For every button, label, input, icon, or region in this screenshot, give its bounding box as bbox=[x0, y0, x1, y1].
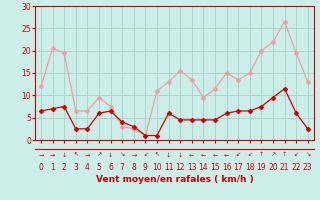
Text: ↑: ↑ bbox=[259, 153, 264, 158]
Text: ↗: ↗ bbox=[270, 153, 276, 158]
Text: 12: 12 bbox=[175, 162, 185, 172]
Text: 19: 19 bbox=[257, 162, 266, 172]
Text: →: → bbox=[85, 153, 90, 158]
Text: 18: 18 bbox=[245, 162, 254, 172]
Text: 22: 22 bbox=[292, 162, 301, 172]
Text: →: → bbox=[38, 153, 44, 158]
Text: 6: 6 bbox=[108, 162, 113, 172]
Text: ↑: ↑ bbox=[282, 153, 287, 158]
Text: 20: 20 bbox=[268, 162, 278, 172]
Text: 14: 14 bbox=[199, 162, 208, 172]
Text: →: → bbox=[131, 153, 136, 158]
Text: ↙: ↙ bbox=[247, 153, 252, 158]
Text: 10: 10 bbox=[152, 162, 162, 172]
Text: 1: 1 bbox=[50, 162, 55, 172]
Text: ←: ← bbox=[201, 153, 206, 158]
Text: 16: 16 bbox=[222, 162, 231, 172]
Text: ↗: ↗ bbox=[96, 153, 102, 158]
Text: ←: ← bbox=[189, 153, 195, 158]
Text: 5: 5 bbox=[97, 162, 101, 172]
Text: ↙: ↙ bbox=[293, 153, 299, 158]
Text: ↓: ↓ bbox=[108, 153, 113, 158]
Text: ↙: ↙ bbox=[143, 153, 148, 158]
Text: 23: 23 bbox=[303, 162, 313, 172]
Text: Vent moyen/en rafales ( km/h ): Vent moyen/en rafales ( km/h ) bbox=[96, 174, 253, 184]
Text: ←: ← bbox=[224, 153, 229, 158]
Text: ↖: ↖ bbox=[154, 153, 160, 158]
Text: 2: 2 bbox=[62, 162, 67, 172]
Text: ↓: ↓ bbox=[61, 153, 67, 158]
Text: 21: 21 bbox=[280, 162, 289, 172]
Text: ←: ← bbox=[212, 153, 218, 158]
Text: ↘: ↘ bbox=[305, 153, 310, 158]
Text: 9: 9 bbox=[143, 162, 148, 172]
Text: 3: 3 bbox=[73, 162, 78, 172]
Text: ↖: ↖ bbox=[73, 153, 78, 158]
Text: ↘: ↘ bbox=[120, 153, 125, 158]
Text: 4: 4 bbox=[85, 162, 90, 172]
Text: 11: 11 bbox=[164, 162, 173, 172]
Text: ↓: ↓ bbox=[166, 153, 171, 158]
Text: 8: 8 bbox=[132, 162, 136, 172]
Text: 15: 15 bbox=[210, 162, 220, 172]
Text: →: → bbox=[50, 153, 55, 158]
Text: ↓: ↓ bbox=[178, 153, 183, 158]
Text: 0: 0 bbox=[39, 162, 44, 172]
Text: 17: 17 bbox=[233, 162, 243, 172]
Text: 13: 13 bbox=[187, 162, 196, 172]
Text: ↙: ↙ bbox=[236, 153, 241, 158]
Text: 7: 7 bbox=[120, 162, 124, 172]
